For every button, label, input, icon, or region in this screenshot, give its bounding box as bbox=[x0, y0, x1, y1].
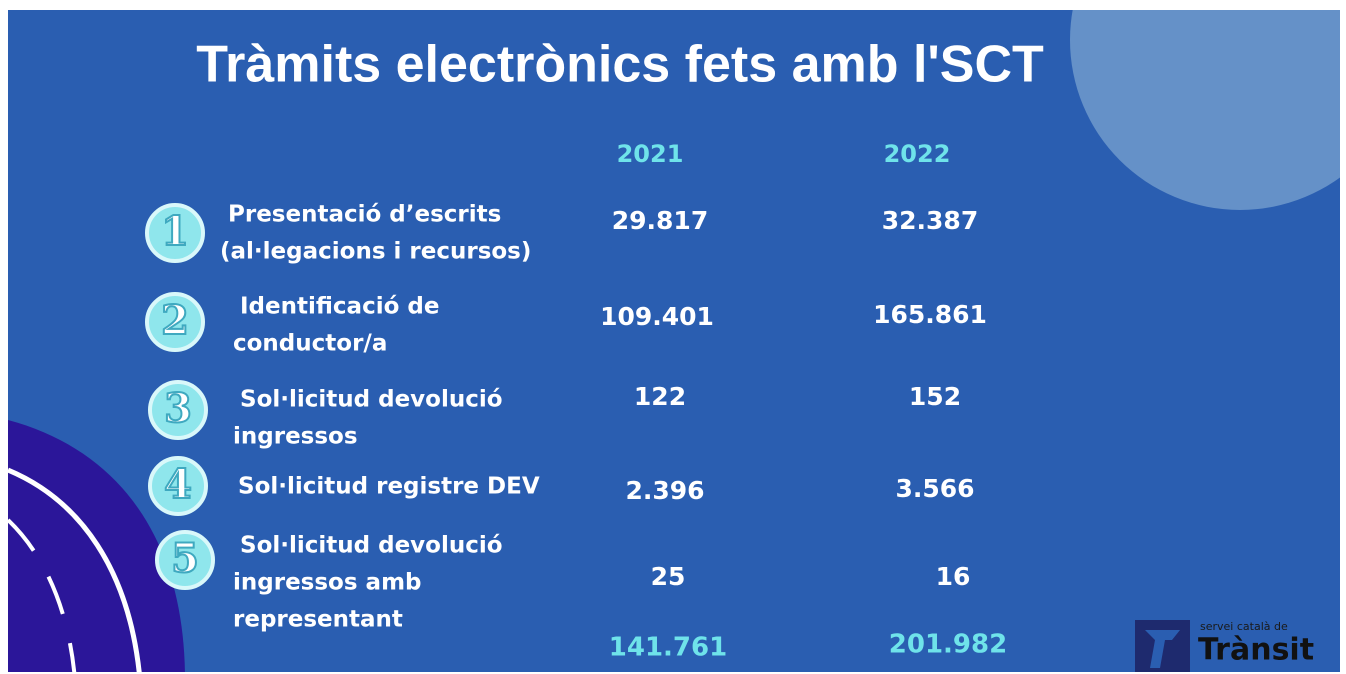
column-header: 2022 bbox=[884, 140, 951, 168]
cell-value: 122 bbox=[634, 382, 686, 411]
cell-value: 2.396 bbox=[625, 476, 704, 505]
row-label: ingressos amb bbox=[233, 570, 422, 596]
cell-value: 32.387 bbox=[882, 206, 978, 235]
title: Tràmits electrònics fets amb l'SCT bbox=[196, 36, 1044, 94]
cell-value: 3.566 bbox=[895, 474, 974, 503]
page: {"header":{"title":"Tràmits electrònics … bbox=[0, 0, 1346, 674]
badge-number: 3 bbox=[164, 385, 192, 432]
row-label: Sol·licitud registre DEV bbox=[238, 474, 540, 500]
badge-number: 1 bbox=[161, 208, 189, 255]
badge-number: 5 bbox=[171, 535, 199, 582]
cell-value: 109.401 bbox=[600, 302, 714, 331]
infographic: Tràmits electrònics fets amb l'SCT 2021 … bbox=[0, 0, 1346, 674]
cell-value: 165.861 bbox=[873, 300, 987, 329]
column-header: 2021 bbox=[617, 140, 684, 168]
cell-value: 25 bbox=[651, 562, 686, 591]
badge-number: 2 bbox=[161, 297, 189, 344]
badge-number: 4 bbox=[164, 461, 192, 508]
cell-value: 29.817 bbox=[612, 206, 708, 235]
logo: servei català de Trànsit bbox=[1135, 620, 1314, 672]
row-label: Sol·licitud devolució bbox=[240, 533, 503, 559]
logo-tagline: servei català de bbox=[1200, 620, 1288, 633]
row-label: Sol·licitud devolució bbox=[240, 387, 503, 413]
cell-value: 16 bbox=[936, 562, 971, 591]
total: 141.761 bbox=[609, 633, 727, 663]
row-label: Identificació de bbox=[240, 294, 439, 320]
cell-value: 152 bbox=[909, 382, 961, 411]
row-label: (al·legacions i recursos) bbox=[220, 239, 531, 265]
row-label: Presentació d’escrits bbox=[228, 202, 501, 228]
logo-name: Trànsit bbox=[1198, 633, 1314, 668]
row-label: representant bbox=[233, 607, 403, 633]
total: 201.982 bbox=[889, 630, 1007, 660]
row-label: ingressos bbox=[233, 424, 358, 450]
row-label: conductor/a bbox=[233, 331, 387, 357]
